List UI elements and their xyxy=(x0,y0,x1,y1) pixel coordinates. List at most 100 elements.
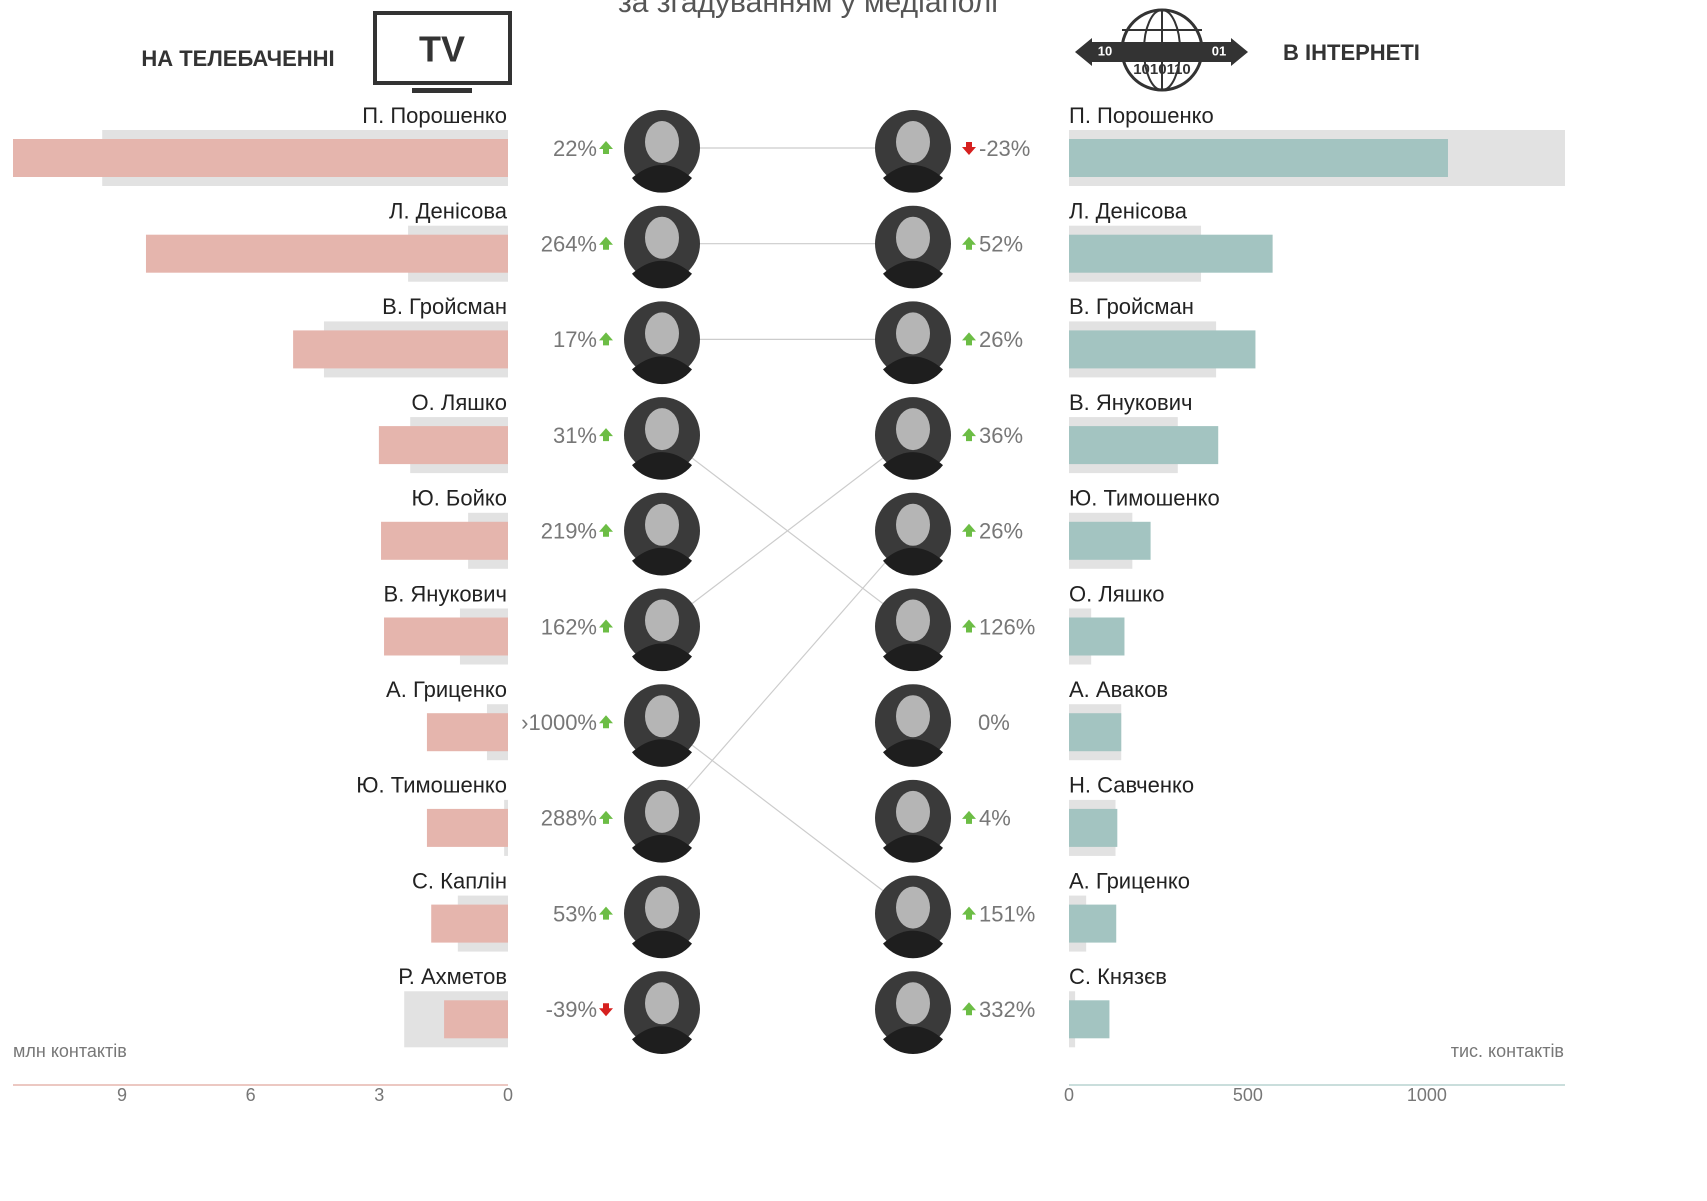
photo-face xyxy=(896,791,930,833)
category-label: В. Янукович xyxy=(384,581,507,606)
category-label: В. Гройсман xyxy=(1069,294,1194,319)
x-axis-label: тис. контактів xyxy=(1451,1041,1564,1061)
change-label: 288% xyxy=(541,806,597,831)
arrow-down xyxy=(599,1003,613,1016)
arrow-up xyxy=(599,907,613,920)
photo xyxy=(875,780,951,863)
x-tick-label: 3 xyxy=(374,1085,384,1105)
category-label: О. Ляшко xyxy=(412,390,507,415)
photo-face xyxy=(645,121,679,163)
category-label: О. Ляшко xyxy=(1069,581,1164,606)
x-tick-label: 6 xyxy=(246,1085,256,1105)
photo xyxy=(875,684,951,767)
arrow-up xyxy=(599,237,613,250)
photo-face xyxy=(896,504,930,546)
arrow-up xyxy=(962,237,976,250)
change-label: 17% xyxy=(553,327,597,352)
photo xyxy=(875,589,951,672)
photo-face xyxy=(645,312,679,354)
change-label: 219% xyxy=(541,519,597,544)
bar xyxy=(1069,426,1218,464)
arrow-up xyxy=(962,620,976,633)
bar xyxy=(1069,713,1121,751)
photo xyxy=(624,684,700,767)
category-label: В. Гройсман xyxy=(382,294,507,319)
change-label: 162% xyxy=(541,614,597,639)
photo xyxy=(624,301,700,384)
change-label: 126% xyxy=(979,614,1035,639)
bar xyxy=(1069,1000,1109,1038)
photo xyxy=(875,110,951,193)
photo-face xyxy=(896,887,930,929)
category-label: Ю. Тимошенко xyxy=(1069,486,1220,511)
tv-stand xyxy=(412,88,472,93)
arrow-up xyxy=(962,524,976,537)
globe-text: 1010110 xyxy=(1133,61,1191,78)
arrow-up xyxy=(599,524,613,537)
change-label: 52% xyxy=(979,232,1023,257)
arrow-up xyxy=(599,620,613,633)
x-tick-label: 0 xyxy=(1064,1085,1074,1105)
photo-face xyxy=(645,217,679,259)
photo xyxy=(624,206,700,289)
web-title: В ІНТЕРНЕТІ xyxy=(1283,40,1420,65)
photo xyxy=(875,301,951,384)
x-tick-label: 0 xyxy=(503,1085,513,1105)
globe-text: 01 xyxy=(1212,43,1226,58)
x-tick-label: 9 xyxy=(117,1085,127,1105)
category-label: Л. Денісова xyxy=(1069,199,1188,224)
tv-icon-text: TV xyxy=(419,29,465,70)
category-label: А. Гриценко xyxy=(386,677,507,702)
photo xyxy=(624,110,700,193)
x-tick-label: 1000 xyxy=(1407,1085,1447,1105)
arrow-up xyxy=(962,811,976,824)
chart: за згадуванням у медіаполі НА ТЕЛЕБАЧЕНН… xyxy=(0,0,1707,1201)
change-label: 151% xyxy=(979,901,1035,926)
bar xyxy=(384,618,508,656)
category-label: Ю. Тимошенко xyxy=(356,773,507,798)
bar xyxy=(1069,809,1117,847)
change-label: ›1000% xyxy=(521,710,597,735)
bar xyxy=(293,330,508,368)
bar xyxy=(13,139,508,177)
category-label: П. Порошенко xyxy=(362,103,507,128)
bar xyxy=(379,426,508,464)
arrow-up xyxy=(599,141,613,154)
change-label: 53% xyxy=(553,901,597,926)
bar xyxy=(1069,905,1116,943)
photo xyxy=(875,876,951,959)
photo xyxy=(624,397,700,480)
page: за згадуванням у медіаполі НА ТЕЛЕБАЧЕНН… xyxy=(0,0,1707,1201)
category-label: А. Гриценко xyxy=(1069,868,1190,893)
bar xyxy=(427,713,508,751)
photo xyxy=(875,206,951,289)
bar xyxy=(1069,522,1151,560)
globe-text: 10 xyxy=(1098,43,1112,58)
arrow-up xyxy=(962,428,976,441)
change-label: 332% xyxy=(979,997,1035,1022)
photo-face xyxy=(645,695,679,737)
bar xyxy=(427,809,508,847)
category-label: С. Каплін xyxy=(412,868,507,893)
category-label: В. Янукович xyxy=(1069,390,1192,415)
photo-face xyxy=(645,791,679,833)
bar xyxy=(381,522,508,560)
bar xyxy=(1069,139,1448,177)
change-label: 4% xyxy=(979,806,1011,831)
arrow-up xyxy=(599,811,613,824)
photo-face xyxy=(645,887,679,929)
arrow-up xyxy=(962,332,976,345)
change-label: 22% xyxy=(553,136,597,161)
connection-line xyxy=(662,531,913,818)
photo xyxy=(624,589,700,672)
change-label: 264% xyxy=(541,232,597,257)
photo xyxy=(624,971,700,1054)
change-label: -23% xyxy=(979,136,1030,161)
change-label: 26% xyxy=(979,519,1023,544)
bar xyxy=(1069,235,1273,273)
photo-face xyxy=(645,504,679,546)
photo xyxy=(624,780,700,863)
category-label: Н. Савченко xyxy=(1069,773,1194,798)
change-label: 26% xyxy=(979,327,1023,352)
change-label: 31% xyxy=(553,423,597,448)
